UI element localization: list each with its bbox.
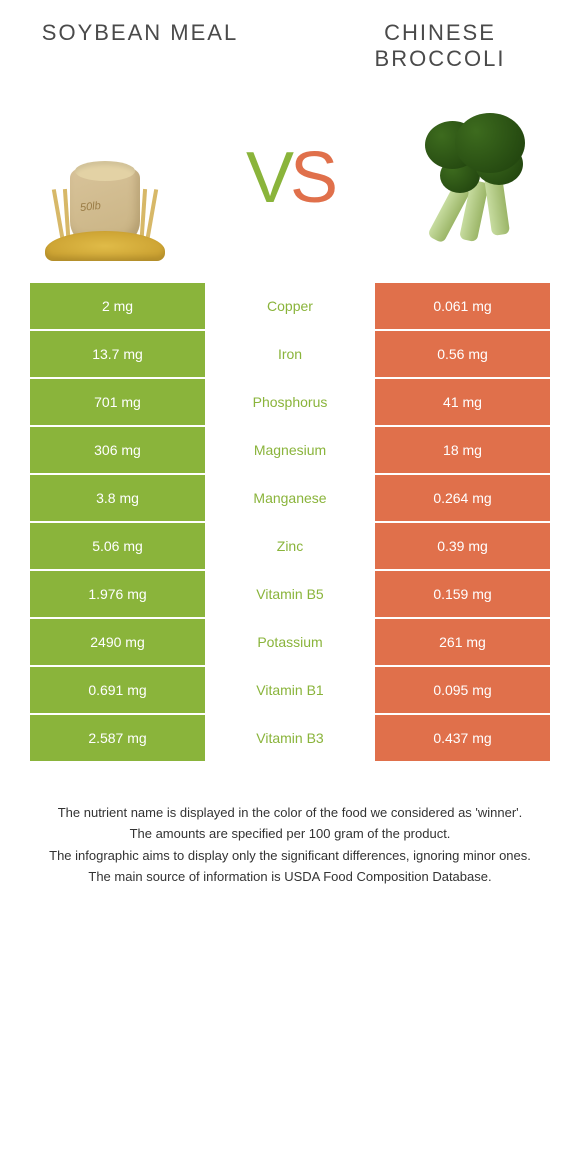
right-value-cell: 261 mg <box>375 619 550 665</box>
nutrient-name-cell: Copper <box>205 283 375 329</box>
header: SOYBEAN MEAL CHINESE BROCCOLI <box>0 0 580 83</box>
table-row: 701 mgPhosphorus41 mg <box>30 379 550 425</box>
vs-s: S <box>290 138 334 218</box>
right-value-cell: 0.264 mg <box>375 475 550 521</box>
footer-line: The nutrient name is displayed in the co… <box>40 803 540 823</box>
vs-v: V <box>246 138 290 218</box>
left-value-cell: 2490 mg <box>30 619 205 665</box>
left-value-cell: 5.06 mg <box>30 523 205 569</box>
table-row: 5.06 mgZinc0.39 mg <box>30 523 550 569</box>
left-value-cell: 701 mg <box>30 379 205 425</box>
left-value-cell: 0.691 mg <box>30 667 205 713</box>
footer-notes: The nutrient name is displayed in the co… <box>0 763 580 887</box>
images-row: 50lb VS <box>0 83 580 283</box>
left-value-cell: 3.8 mg <box>30 475 205 521</box>
footer-line: The main source of information is USDA F… <box>40 867 540 887</box>
right-value-cell: 41 mg <box>375 379 550 425</box>
nutrient-name-cell: Vitamin B1 <box>205 667 375 713</box>
nutrient-name-cell: Vitamin B3 <box>205 715 375 761</box>
right-value-cell: 18 mg <box>375 427 550 473</box>
left-title: SOYBEAN MEAL <box>40 20 240 73</box>
nutrient-name-cell: Phosphorus <box>205 379 375 425</box>
left-value-cell: 2 mg <box>30 283 205 329</box>
right-value-cell: 0.095 mg <box>375 667 550 713</box>
table-row: 13.7 mgIron0.56 mg <box>30 331 550 377</box>
right-value-cell: 0.437 mg <box>375 715 550 761</box>
footer-line: The infographic aims to display only the… <box>40 846 540 866</box>
left-value-cell: 306 mg <box>30 427 205 473</box>
vs-label: VS <box>246 142 334 214</box>
right-value-cell: 0.56 mg <box>375 331 550 377</box>
right-value-cell: 0.061 mg <box>375 283 550 329</box>
right-value-cell: 0.39 mg <box>375 523 550 569</box>
footer-line: The amounts are specified per 100 gram o… <box>40 824 540 844</box>
comparison-table: 2 mgCopper0.061 mg13.7 mgIron0.56 mg701 … <box>0 283 580 761</box>
table-row: 1.976 mgVitamin B50.159 mg <box>30 571 550 617</box>
table-row: 2 mgCopper0.061 mg <box>30 283 550 329</box>
nutrient-name-cell: Vitamin B5 <box>205 571 375 617</box>
nutrient-name-cell: Magnesium <box>205 427 375 473</box>
left-value-cell: 13.7 mg <box>30 331 205 377</box>
sack-label: 50lb <box>79 200 101 214</box>
table-row: 2490 mgPotassium261 mg <box>30 619 550 665</box>
table-row: 2.587 mgVitamin B30.437 mg <box>30 715 550 761</box>
nutrient-name-cell: Manganese <box>205 475 375 521</box>
chinese-broccoli-image <box>400 103 550 253</box>
table-row: 306 mgMagnesium18 mg <box>30 427 550 473</box>
table-row: 0.691 mgVitamin B10.095 mg <box>30 667 550 713</box>
nutrient-name-cell: Iron <box>205 331 375 377</box>
left-value-cell: 2.587 mg <box>30 715 205 761</box>
right-title: CHINESE BROCCOLI <box>340 20 540 73</box>
table-row: 3.8 mgManganese0.264 mg <box>30 475 550 521</box>
nutrient-name-cell: Zinc <box>205 523 375 569</box>
nutrient-name-cell: Potassium <box>205 619 375 665</box>
right-value-cell: 0.159 mg <box>375 571 550 617</box>
left-value-cell: 1.976 mg <box>30 571 205 617</box>
soybean-meal-image: 50lb <box>30 103 180 253</box>
